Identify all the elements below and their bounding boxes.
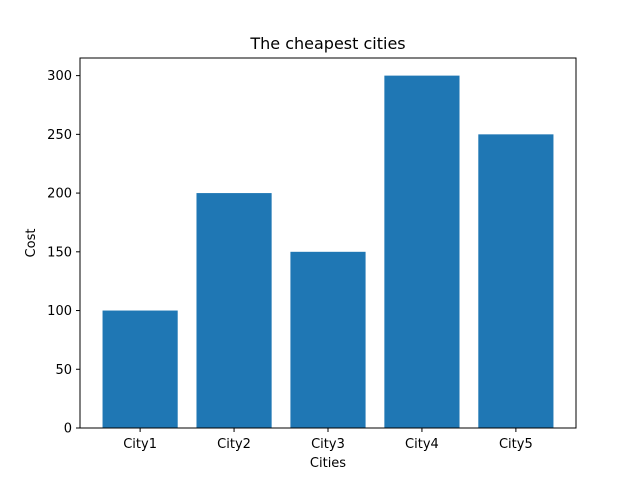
axes-frame xyxy=(79,57,577,429)
bar-city4 xyxy=(384,75,460,428)
y-axis-label: Cost xyxy=(24,229,39,258)
x-tick-label: City1 xyxy=(123,437,157,452)
bar-city1 xyxy=(102,310,178,428)
y-tick-label: 300 xyxy=(47,69,72,84)
x-tick-label: City4 xyxy=(405,437,439,452)
x-tick-label: City5 xyxy=(499,437,533,452)
bar-city3 xyxy=(290,251,366,428)
bar-city5 xyxy=(478,134,554,428)
chart-title: The cheapest cities xyxy=(249,34,405,53)
bar-city2 xyxy=(196,193,272,428)
x-axis-ticks: City1 City2 City3 City4 City5 xyxy=(123,428,533,452)
y-tick-label: 0 xyxy=(64,422,72,437)
bars-group xyxy=(102,75,554,428)
x-tick-label: City3 xyxy=(311,437,345,452)
y-tick-label: 150 xyxy=(47,245,72,260)
y-tick-label: 200 xyxy=(47,187,72,202)
x-tick-label: City2 xyxy=(217,437,251,452)
x-axis-label: Cities xyxy=(310,456,346,471)
y-tick-label: 250 xyxy=(47,128,72,143)
y-tick-label: 50 xyxy=(55,363,72,378)
y-axis-ticks: 0 50 100 150 200 250 300 xyxy=(47,69,80,437)
y-tick-label: 100 xyxy=(47,304,72,319)
